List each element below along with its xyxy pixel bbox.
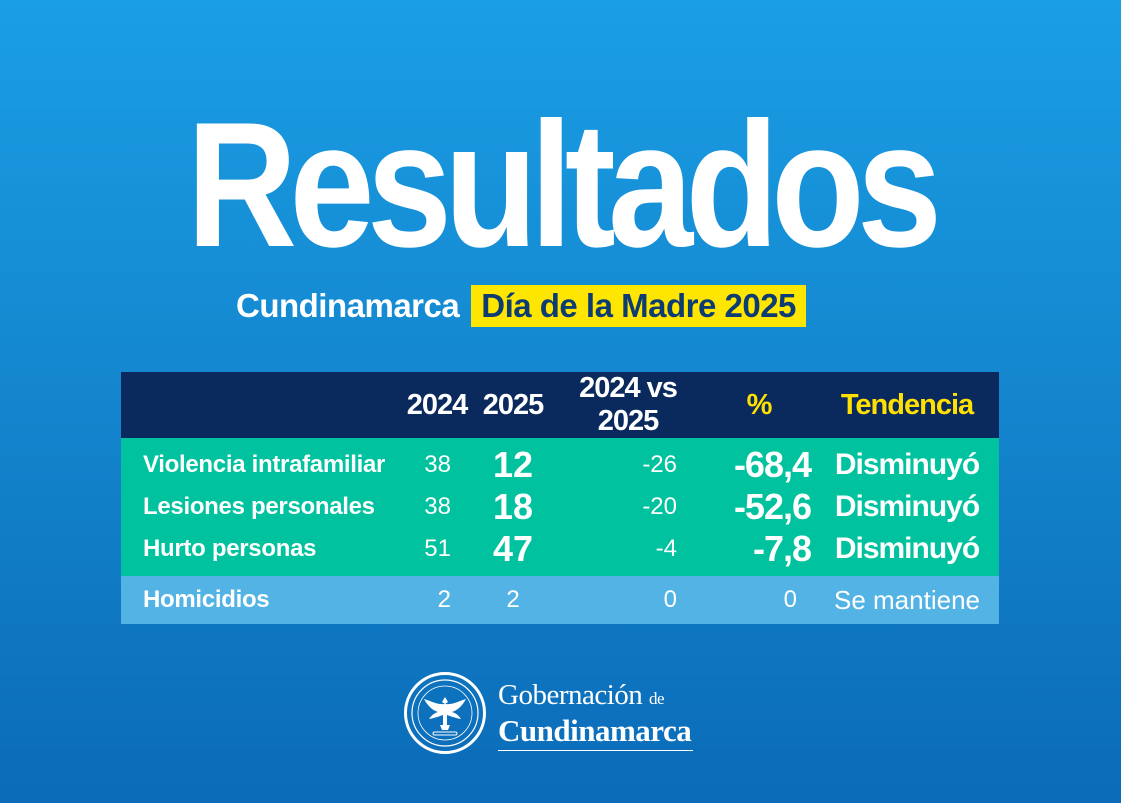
logo-divider bbox=[498, 750, 693, 751]
row-label: Lesiones personales bbox=[121, 486, 401, 528]
cell-2024: 2 bbox=[401, 576, 473, 624]
coat-of-arms-eagle-icon bbox=[404, 672, 486, 754]
cell-2025: 2 bbox=[473, 576, 553, 624]
table-header-row: 2024 2025 2024 vs 2025 % Tendencia bbox=[121, 372, 999, 438]
subtitle: Cundinamarca Día de la Madre 2025 bbox=[236, 283, 806, 329]
cell-2024: 38 bbox=[401, 486, 473, 528]
cell-trend: Disminuyó bbox=[815, 438, 999, 486]
results-table: 2024 2025 2024 vs 2025 % Tendencia Viole… bbox=[121, 372, 999, 624]
cell-trend: Se mantiene bbox=[815, 576, 999, 624]
cell-trend: Disminuyó bbox=[815, 486, 999, 528]
logo-gobernacion: Gobernación bbox=[498, 679, 643, 711]
cell-difference: 0 bbox=[553, 576, 703, 624]
table-row: Lesiones personales 38 18 -20 -52,6 Dism… bbox=[121, 486, 999, 528]
logo-cundinamarca: Cundinamarca bbox=[498, 713, 692, 748]
row-label: Violencia intrafamiliar bbox=[121, 438, 401, 486]
header-2025: 2025 bbox=[473, 372, 553, 438]
cell-2025: 47 bbox=[473, 528, 553, 576]
table-row: Hurto personas 51 47 -4 -7,8 Disminuyó bbox=[121, 528, 999, 576]
government-logo-text: Gobernación de Cundinamarca bbox=[498, 680, 693, 751]
header-trend: Tendencia bbox=[815, 372, 999, 438]
main-title: Resultados bbox=[186, 85, 942, 284]
subtitle-event-badge: Día de la Madre 2025 bbox=[471, 285, 806, 327]
table-row: Homicidios 2 2 0 0 Se mantiene bbox=[121, 576, 999, 624]
cell-percent: -7,8 bbox=[703, 528, 815, 576]
cell-2024: 51 bbox=[401, 528, 473, 576]
cell-percent: 0 bbox=[703, 576, 815, 624]
logo-de: de bbox=[649, 689, 665, 708]
cell-difference: -4 bbox=[553, 528, 703, 576]
logo-line-1: Gobernación de bbox=[498, 680, 693, 714]
header-percent: % bbox=[703, 372, 815, 438]
cell-2024: 38 bbox=[401, 438, 473, 486]
header-empty bbox=[121, 372, 401, 438]
subtitle-region: Cundinamarca bbox=[236, 287, 460, 324]
cell-percent: -52,6 bbox=[703, 486, 815, 528]
cell-difference: -20 bbox=[553, 486, 703, 528]
cell-trend: Disminuyó bbox=[815, 528, 999, 576]
cell-difference: -26 bbox=[553, 438, 703, 486]
row-label: Homicidios bbox=[121, 576, 401, 624]
cell-2025: 12 bbox=[473, 438, 553, 486]
row-label: Hurto personas bbox=[121, 528, 401, 576]
cell-2025: 18 bbox=[473, 486, 553, 528]
cell-percent: -68,4 bbox=[703, 438, 815, 486]
table-row: Violencia intrafamiliar 38 12 -26 -68,4 … bbox=[121, 438, 999, 486]
header-2024: 2024 bbox=[401, 372, 473, 438]
header-comparison: 2024 vs 2025 bbox=[553, 372, 703, 438]
